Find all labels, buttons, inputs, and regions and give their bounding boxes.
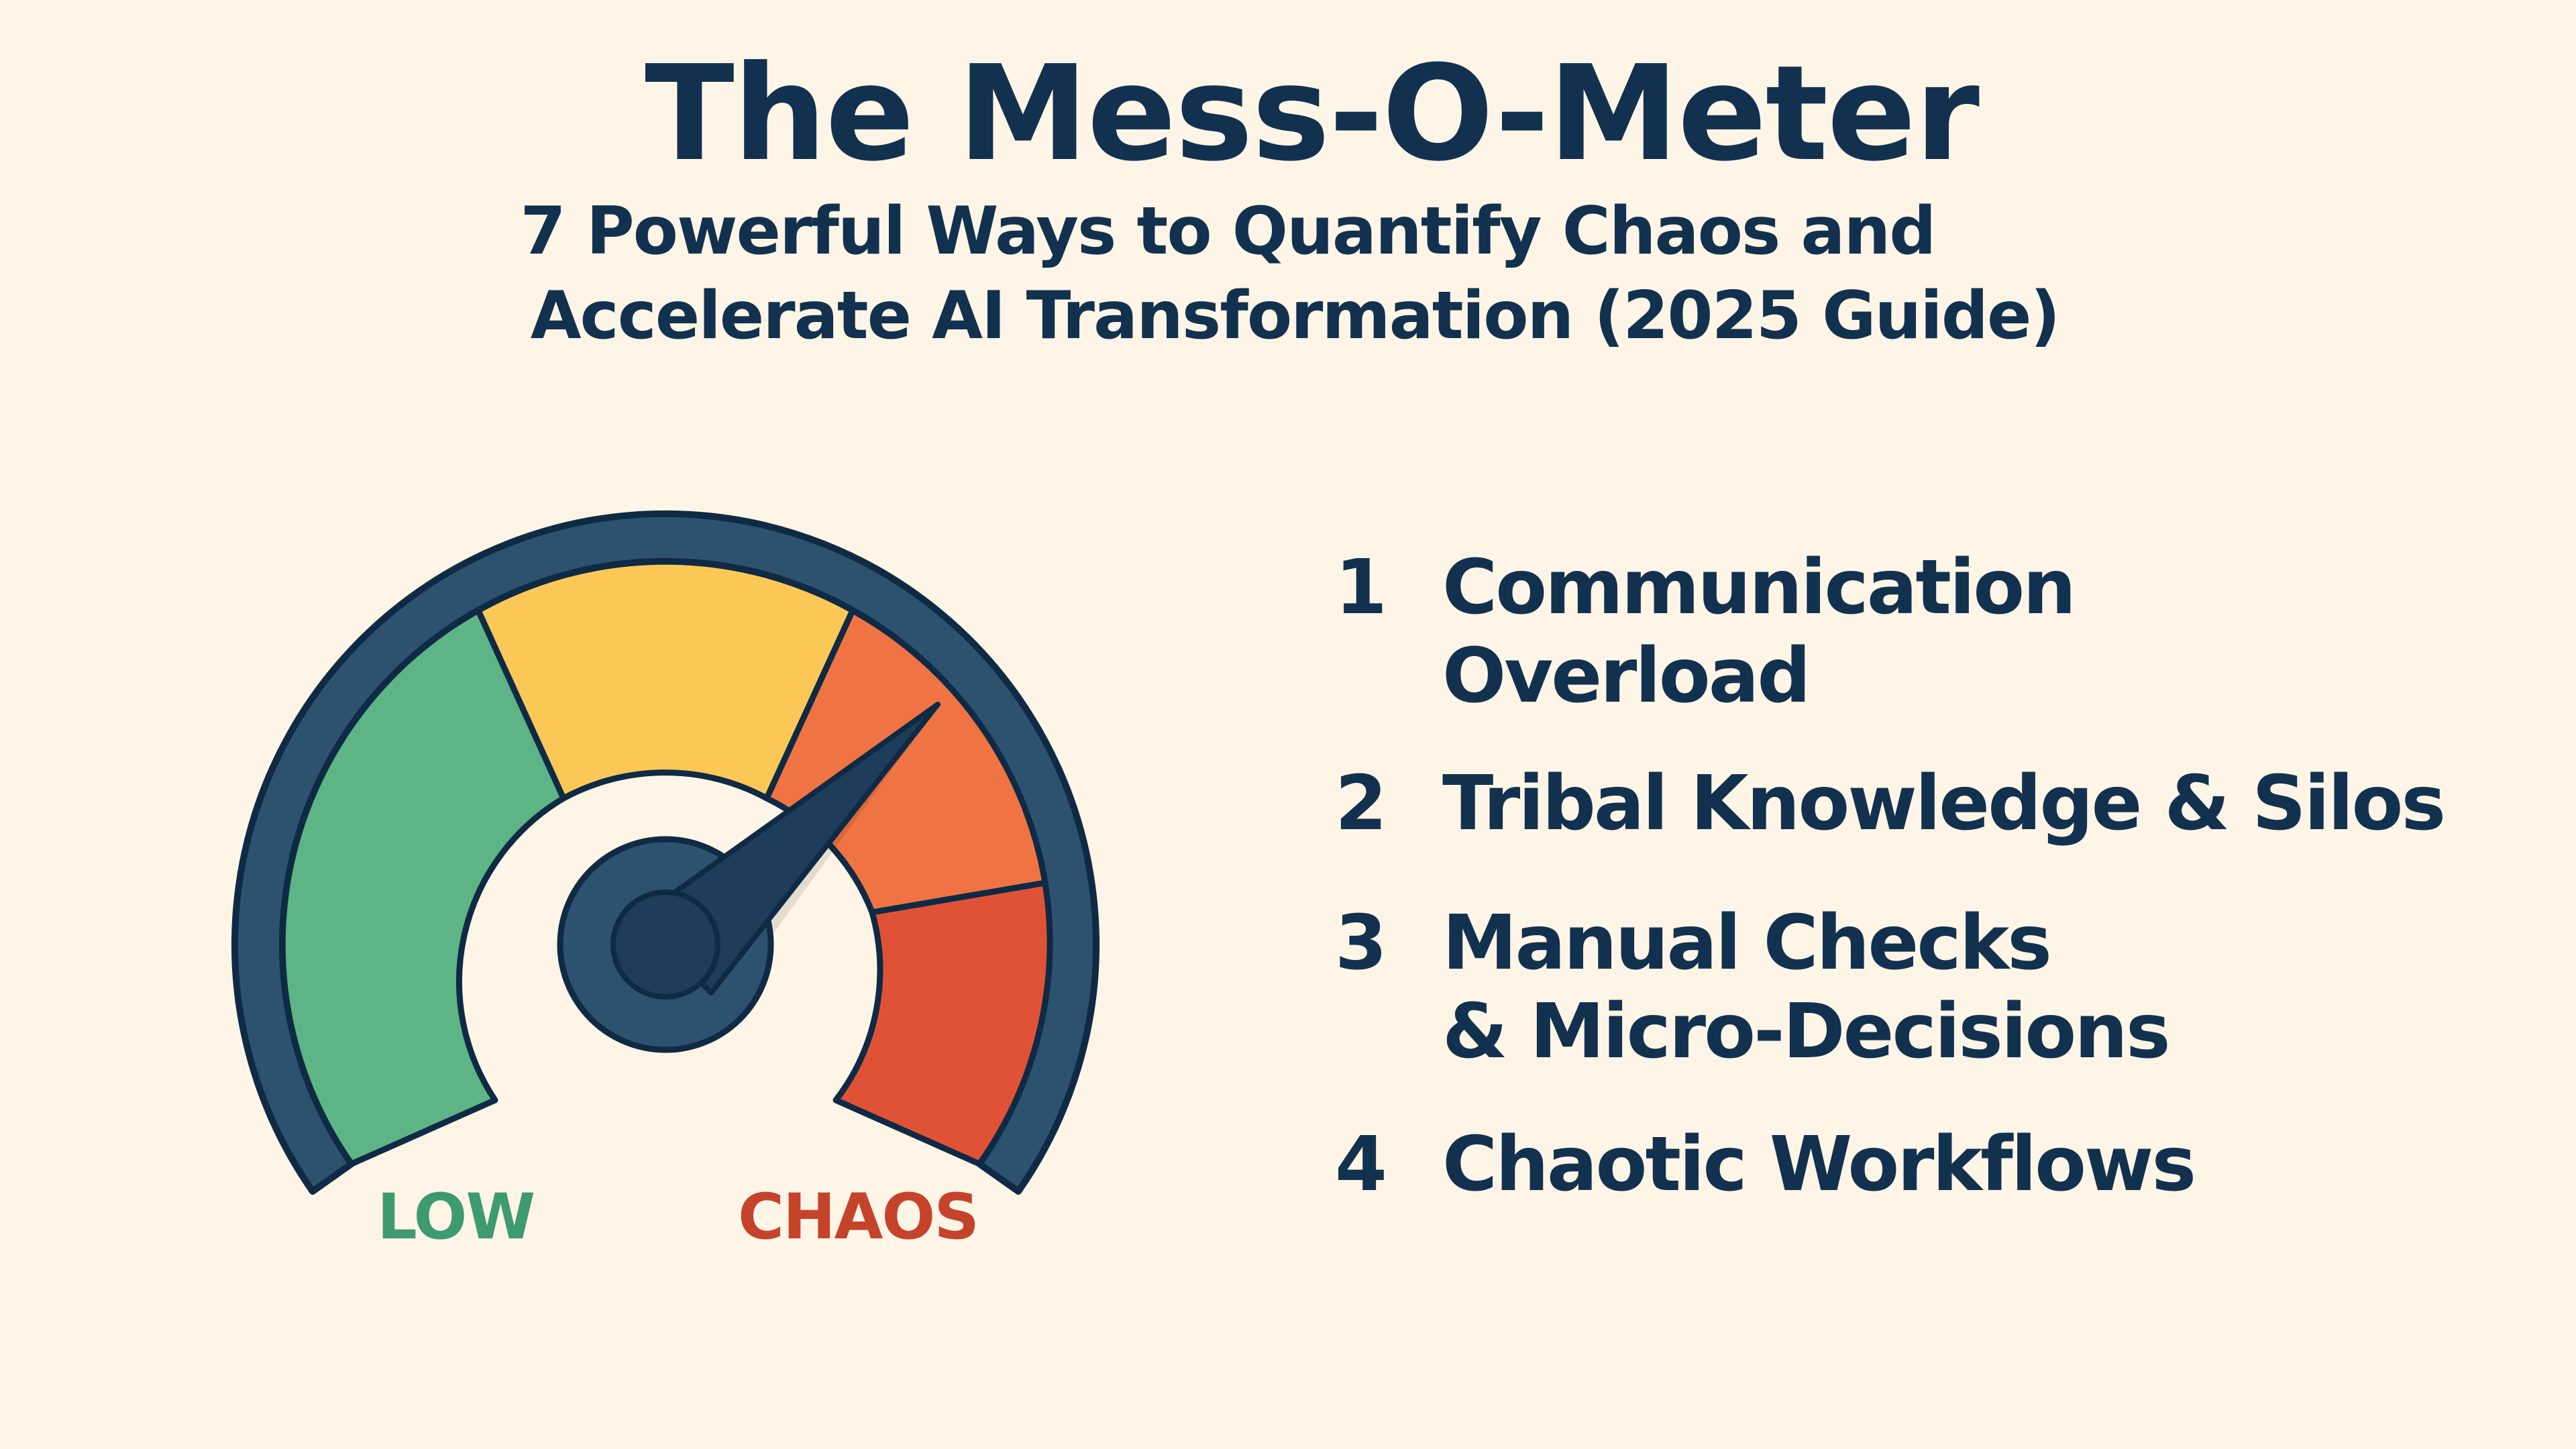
list-item-number: 2 [1335, 760, 1387, 847]
gauge-label-low: LOW [377, 1181, 535, 1254]
list-item: 1 Communication Overload [1335, 543, 2076, 720]
list-item-number: 4 [1335, 1121, 1387, 1208]
gauge-icon [231, 510, 1099, 1195]
gauge-label-chaos: CHAOS [738, 1181, 979, 1254]
gauge-segment-chaos [833, 879, 1053, 1167]
list-item: 2 Tribal Knowledge & Silos [1335, 759, 2446, 848]
gauge-segment-low [279, 607, 567, 1167]
gauge-segment-medium [475, 558, 856, 802]
page-title: The Mess-O-Meter [645, 38, 1980, 191]
list-item-text: Communication Overload [1442, 543, 2076, 720]
gauge-hub-center [610, 890, 720, 1000]
list-item: 3 Manual Checks & Micro-Decisions [1335, 899, 2171, 1076]
mess-o-meter-gauge [228, 510, 1114, 1261]
subtitle-line-2: Accelerate AI Transformation (2025 Guide… [530, 278, 2061, 354]
list-item: 4 Chaotic Workflows [1335, 1120, 2196, 1209]
list-item-text: Chaotic Workflows [1442, 1121, 2196, 1208]
list-item-line: Manual Checks [1442, 900, 2052, 987]
list-item-number: 1 [1335, 544, 1387, 631]
list-item-text: Manual Checks & Micro-Decisions [1442, 899, 2171, 1076]
page-subtitle: 7 Powerful Ways to Quantify Chaos and Ac… [0, 189, 2576, 358]
list-item-line: & Micro-Decisions [1442, 988, 2171, 1075]
list-item-text: Tribal Knowledge & Silos [1442, 760, 2446, 847]
list-item-line: Communication [1442, 544, 2076, 631]
list-item-line: Overload [1442, 633, 1811, 720]
list-item-number: 3 [1335, 900, 1387, 987]
subtitle-line-1: 7 Powerful Ways to Quantify Chaos and [520, 193, 1937, 270]
